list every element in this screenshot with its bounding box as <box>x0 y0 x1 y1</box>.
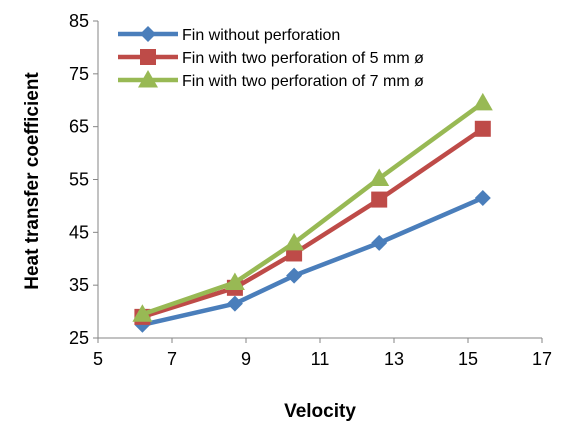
legend-label: Fin without perforation <box>182 27 340 44</box>
legend-entry-1: Fin without perforation <box>118 26 340 44</box>
data-point <box>138 70 158 88</box>
y-tick-label: 55 <box>69 170 89 190</box>
x-tick-label: 11 <box>311 349 330 369</box>
y-tick-label: 35 <box>69 275 89 295</box>
x-axis-title: Velocity <box>284 401 356 422</box>
y-tick-label: 75 <box>69 64 89 84</box>
series-layer <box>132 92 493 333</box>
y-tick-label: 25 <box>69 328 89 348</box>
x-tick-label: 5 <box>93 349 103 369</box>
data-point <box>224 272 245 291</box>
data-point <box>371 234 388 251</box>
series-line <box>141 101 485 317</box>
data-point <box>474 120 491 137</box>
tick-labels: 25 35 45 55 65 75 85 5 7 9 11 13 15 17 <box>69 11 552 369</box>
data-point <box>140 26 156 42</box>
y-tick-label: 45 <box>69 222 89 242</box>
data-point <box>474 189 491 206</box>
series-line <box>141 126 485 320</box>
data-point <box>132 304 153 322</box>
series-3 <box>132 92 493 322</box>
x-tick-label: 9 <box>241 349 251 369</box>
x-tick-label: 7 <box>167 349 177 369</box>
data-point <box>369 168 390 186</box>
data-point <box>226 295 243 312</box>
legend-entry-3: Fin with two perforation of 7 mm ø <box>118 70 424 90</box>
y-tick-label: 85 <box>69 11 89 31</box>
legend-label: Fin with two perforation of 5 mm ø <box>182 50 424 67</box>
series-line <box>141 195 484 327</box>
data-point <box>284 232 305 251</box>
legend: Fin without perforation Fin with two perf… <box>118 26 424 90</box>
series-1 <box>134 189 491 333</box>
data-point <box>371 191 388 208</box>
data-point <box>286 267 303 284</box>
x-tick-label: 13 <box>384 349 404 369</box>
data-point <box>140 49 156 65</box>
y-tick-label: 65 <box>69 117 89 137</box>
x-tick-label: 15 <box>458 349 478 369</box>
x-tick-label: 17 <box>532 349 552 369</box>
axes <box>93 20 543 343</box>
series-2 <box>134 120 491 325</box>
legend-label: Fin with two perforation of 7 mm ø <box>182 73 424 90</box>
legend-entry-2: Fin with two perforation of 5 mm ø <box>118 49 424 67</box>
data-point <box>472 92 493 111</box>
y-axis-title: Heat transfer coefficient <box>22 72 43 290</box>
